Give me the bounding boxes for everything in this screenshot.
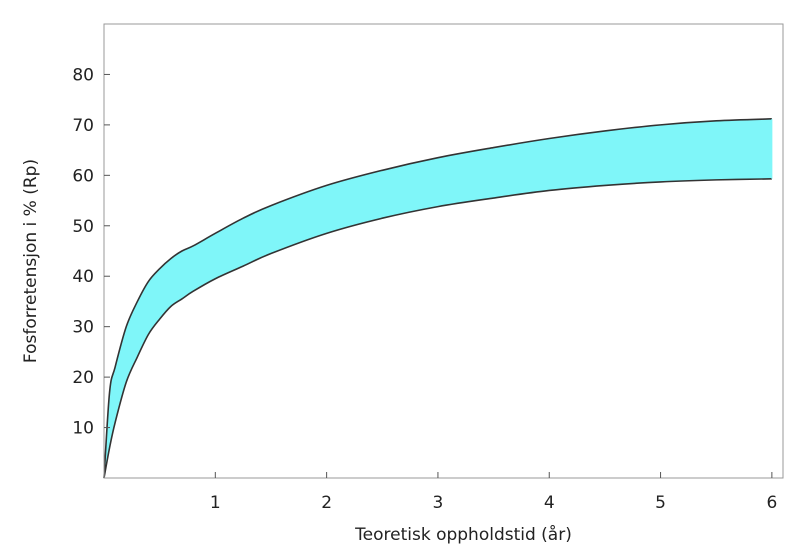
y-tick-label: 80: [72, 65, 94, 85]
x-tick-label: 2: [321, 493, 332, 513]
y-tick-label: 10: [72, 419, 94, 439]
lower-bound-line: [103, 178, 772, 479]
x-tick-label: 1: [210, 493, 221, 513]
line-layer: [103, 118, 773, 479]
band-layer: [104, 118, 772, 478]
upper-bound-line: [103, 118, 772, 479]
plot-area-frame: [103, 23, 784, 479]
x-axis-title: Teoretisk oppholdstid (år): [354, 524, 572, 545]
y-tick-label: 40: [72, 267, 94, 287]
x-tick-label: 3: [433, 493, 444, 513]
x-tick-label: 6: [766, 493, 777, 513]
x-tick-label: 5: [655, 493, 666, 513]
retention-band-area: [104, 118, 772, 478]
y-tick-label: 20: [72, 368, 94, 388]
x-tick-label: 4: [544, 493, 555, 513]
y-tick-label: 50: [72, 217, 94, 237]
y-tick-label: 60: [72, 166, 94, 186]
y-axis-title: Fosforretensjon i % (Rp): [21, 159, 41, 363]
tick-layer: 1 2 3 4 5 6 10 20 30 40 50 60 70 80: [72, 65, 777, 513]
y-tick-label: 30: [72, 318, 94, 338]
y-tick-label: 70: [72, 116, 94, 136]
